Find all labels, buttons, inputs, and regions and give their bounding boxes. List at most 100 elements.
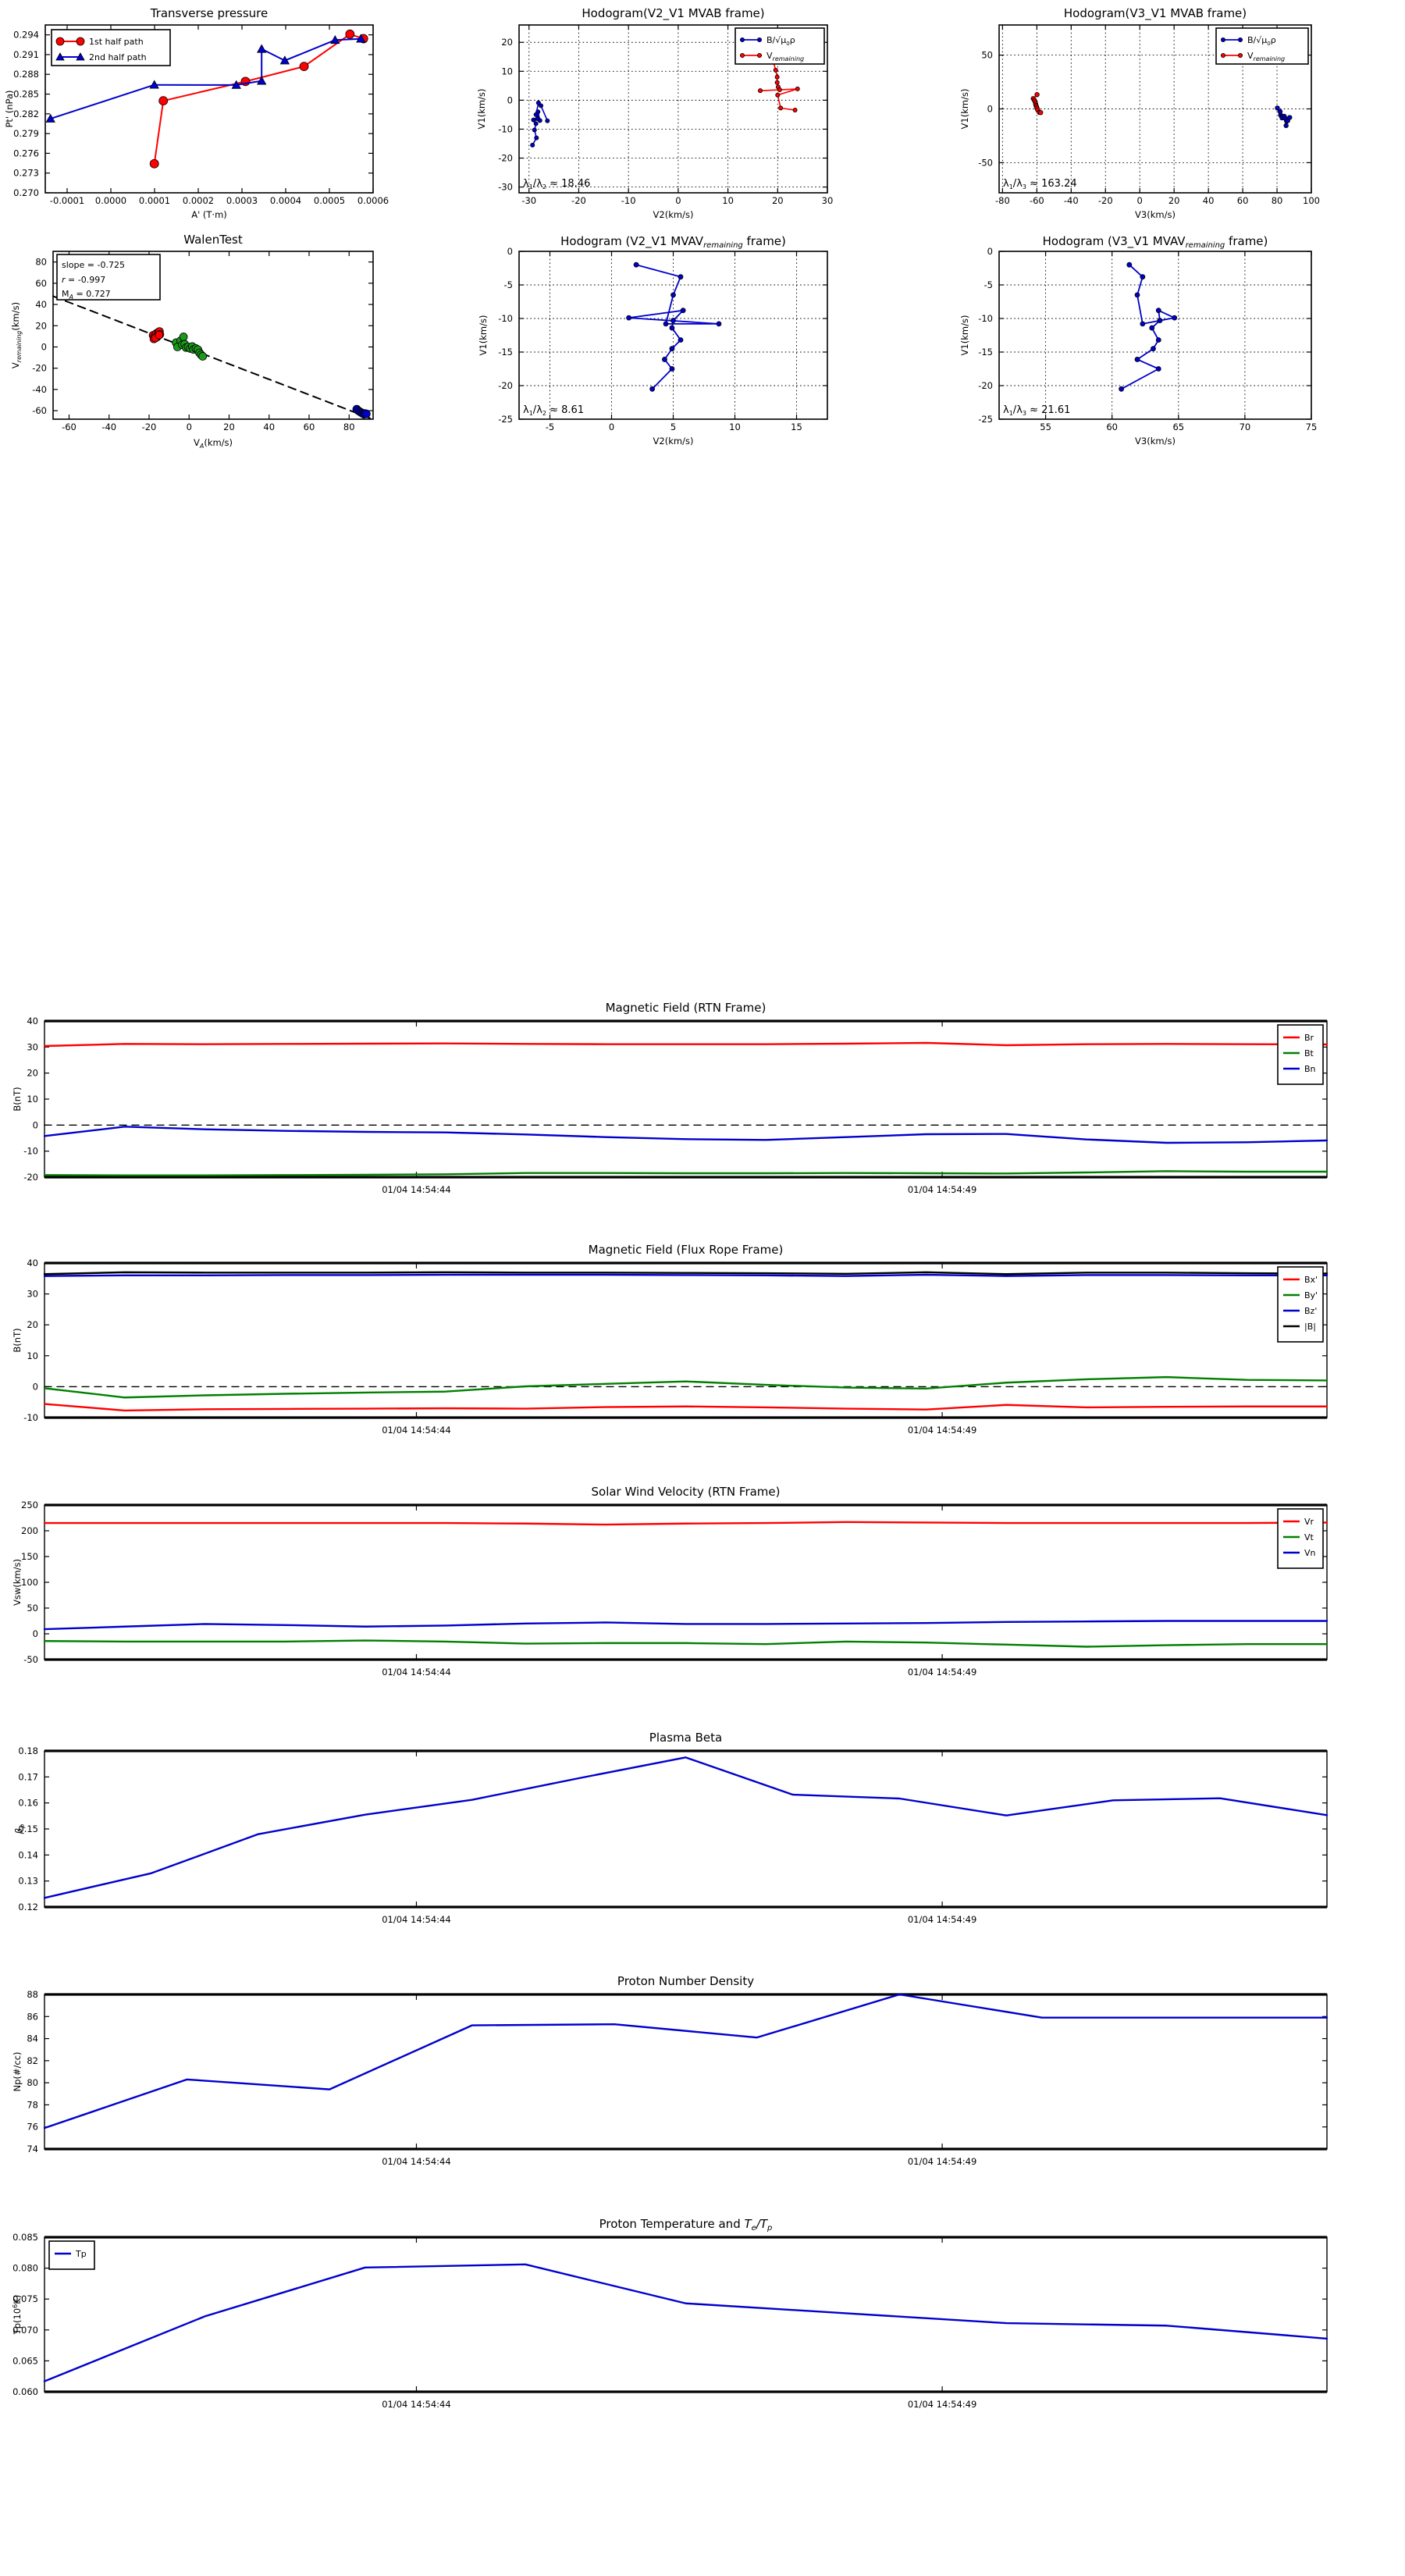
x-tick-label: 55 (1040, 422, 1051, 432)
y-tick-label: -10 (23, 1146, 38, 1157)
data-marker (279, 55, 290, 65)
data-marker (1151, 346, 1156, 352)
annotation-eigenvalue-ratio: λ1/λ2 ≈ 8.61 (523, 404, 584, 417)
stat-slope: slope = -0.725 (62, 260, 125, 270)
series-line-By (43, 1375, 1329, 1399)
series-line-Br (43, 1041, 1329, 1048)
y-tick-label: 250 (21, 1500, 38, 1510)
data-marker (299, 62, 309, 72)
y-tick-label: 0.14 (18, 1849, 38, 1860)
x-tick-label: 20 (223, 422, 235, 432)
x-tick-label: 65 (1172, 422, 1184, 432)
legend-label: Vn (1304, 1548, 1316, 1558)
x-tick-label: -80 (995, 195, 1010, 206)
y-tick-label: 20 (501, 37, 513, 48)
data-marker (356, 34, 366, 43)
plot-frame (44, 1504, 1328, 1660)
data-marker (1126, 262, 1133, 268)
legend-box-hodogram-v3v1-mvab (1215, 27, 1309, 65)
x-tick-label: 15 (791, 422, 802, 432)
data-marker (757, 37, 763, 43)
data-marker (649, 386, 656, 392)
y-tick-label: 0.291 (13, 49, 39, 60)
panel-title-hodogram-v3v1-mvab: Hodogram(V3_V1 MVAB frame) (1064, 6, 1247, 21)
y-tick-label: 150 (21, 1551, 38, 1562)
x-tick-label: 10 (729, 422, 741, 432)
x-tick-label: 0 (187, 422, 192, 432)
fit-line (52, 295, 374, 421)
axis-label-x: V2(km/s) (653, 436, 694, 447)
legend-label: Br (1304, 1033, 1314, 1043)
y-tick-label: 0.16 (18, 1798, 38, 1809)
y-tick-label: -50 (23, 1654, 38, 1665)
y-tick-label: 88 (27, 1989, 38, 2000)
data-marker (534, 135, 539, 141)
y-tick-label: 0.070 (12, 2325, 38, 2336)
x-tick-label: 0.0004 (270, 195, 301, 206)
y-tick-label: 0.13 (18, 1876, 38, 1887)
y-tick-label: 0.294 (13, 30, 39, 41)
x-tick-label: -20 (142, 422, 157, 432)
axis-label-y: Vremaining(km/s) (10, 302, 23, 368)
y-tick-label: -20 (23, 1172, 38, 1183)
data-marker (1287, 115, 1293, 120)
y-tick-label: -20 (32, 363, 47, 374)
y-tick-label: 20 (27, 1068, 38, 1079)
legend-box-transverse-pressure (51, 29, 171, 66)
data-marker (680, 308, 686, 314)
x-tick-label: 01/04 14:54:44 (382, 1667, 450, 1678)
legend-box-mag-field-rtn (1277, 1024, 1324, 1085)
y-tick-label: 40 (35, 299, 47, 310)
y-tick-label: 0.065 (12, 2355, 38, 2366)
y-tick-label: 0 (507, 246, 513, 257)
data-marker (626, 315, 632, 321)
panel-title-mag-field-rtn: Magnetic Field (RTN Frame) (606, 1001, 767, 1015)
data-marker (539, 103, 544, 109)
y-tick-label: -25 (498, 414, 513, 425)
x-tick-label: 0.0003 (226, 195, 258, 206)
y-tick-label: 84 (27, 2033, 38, 2044)
legend-label: Vr (1304, 1517, 1314, 1527)
data-marker (757, 88, 763, 94)
axis-label-y: Tp(106K) (12, 2295, 23, 2336)
series-line-Bn (43, 1126, 1329, 1144)
x-tick-label: 01/04 14:54:44 (382, 2399, 450, 2410)
axis-label-y: Np(#/cc) (12, 2051, 23, 2091)
data-marker (1221, 53, 1226, 59)
y-tick-label: 10 (27, 1350, 38, 1361)
stat-r: r = -0.997 (62, 275, 105, 285)
y-tick-label: 60 (35, 278, 47, 289)
panel-title-hodogram-v3v1-mvav: Hodogram (V3_V1 MVAVremaining frame) (1043, 234, 1268, 250)
axis-label-y: Pt' (nPa) (4, 91, 15, 128)
data-marker (1134, 292, 1140, 298)
data-marker (532, 127, 537, 133)
plot-frame (44, 24, 374, 194)
y-tick-label: 0 (41, 341, 47, 352)
legend-label: Bn (1304, 1064, 1316, 1074)
legend-label: B/√μ0ρ (767, 35, 795, 47)
x-tick-label: 80 (343, 422, 355, 432)
y-tick-label: -10 (978, 313, 993, 324)
y-tick-label: 20 (35, 320, 47, 331)
y-tick-label: -20 (498, 153, 513, 164)
y-tick-label: 82 (27, 2055, 38, 2066)
data-marker (76, 37, 85, 46)
y-tick-label: -5 (984, 279, 993, 290)
y-tick-label: 0.279 (13, 128, 39, 139)
data-marker (149, 158, 159, 169)
plot-frame (52, 251, 374, 420)
axis-label-y: βp (13, 1824, 26, 1834)
data-marker (1119, 386, 1124, 392)
data-marker (669, 366, 675, 372)
axis-label-y: V1(km/s) (959, 315, 970, 356)
y-tick-label: -5 (504, 279, 513, 290)
y-tick-label: 74 (27, 2144, 38, 2154)
data-marker (633, 262, 639, 268)
data-marker (775, 92, 781, 98)
data-marker (670, 318, 676, 323)
x-tick-label: 0.0000 (95, 195, 126, 206)
x-tick-label: 20 (1168, 195, 1180, 206)
y-tick-label: 40 (27, 1258, 38, 1268)
data-marker (670, 292, 676, 298)
